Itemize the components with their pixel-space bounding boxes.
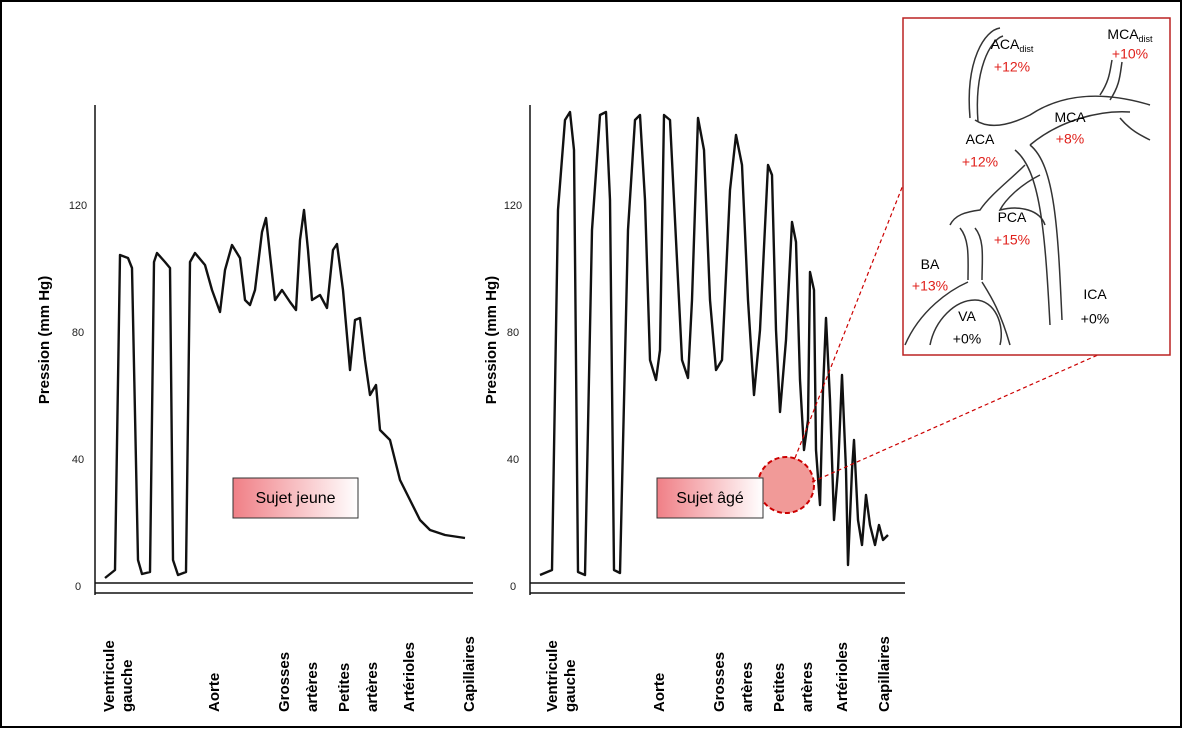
y-tick-label: 120 bbox=[504, 200, 522, 212]
pressure-trace bbox=[104, 208, 466, 579]
vessel-name: ICA bbox=[1083, 286, 1107, 302]
vessel-name: VA bbox=[958, 308, 976, 324]
category-label: artères bbox=[364, 662, 381, 712]
category-label: Aorte bbox=[206, 673, 223, 712]
category-label: Capillaires bbox=[876, 636, 893, 712]
vessel-name-text: ACA bbox=[991, 36, 1020, 52]
vessel-change: +0% bbox=[953, 331, 981, 347]
pressure-trace bbox=[539, 110, 889, 577]
y-tick-label: 0 bbox=[75, 581, 81, 593]
category-label: Artérioles bbox=[401, 642, 418, 712]
highlight-circle bbox=[757, 456, 815, 514]
category-label: Petites bbox=[336, 663, 353, 712]
category-label: Ventricule bbox=[101, 640, 118, 712]
subject-label: Sujet jeune bbox=[255, 490, 335, 507]
category-label: gauche bbox=[562, 659, 579, 712]
vessel-change: +0% bbox=[1081, 311, 1109, 327]
vessel-name: MCAdist bbox=[1107, 26, 1153, 45]
y-tick-label: 0 bbox=[510, 581, 516, 593]
subject-box bbox=[656, 477, 764, 519]
y-tick-label: 40 bbox=[507, 454, 519, 466]
vessel-name: ACAdist bbox=[991, 36, 1034, 55]
left-axes bbox=[94, 105, 473, 595]
subject-box bbox=[232, 477, 359, 519]
vessel-change: +15% bbox=[994, 232, 1030, 248]
vessel-name-text: BA bbox=[921, 256, 940, 272]
category-label: Capillaires bbox=[461, 636, 478, 712]
category-label: Grosses bbox=[711, 652, 728, 712]
vessel-name: ACA bbox=[966, 131, 995, 147]
vessel-change: +13% bbox=[912, 278, 948, 294]
category-label: Petites bbox=[771, 663, 788, 712]
vessel-change: +12% bbox=[962, 154, 998, 170]
vessel-change: +8% bbox=[1056, 131, 1084, 147]
vessel-drawing bbox=[904, 27, 1151, 346]
y-tick-label: 120 bbox=[69, 200, 87, 212]
right-axes bbox=[529, 105, 905, 595]
category-label: Grosses bbox=[276, 652, 293, 712]
category-label: Artérioles bbox=[834, 642, 851, 712]
connector bbox=[811, 353, 1101, 483]
y-axis-label: Pression (mm Hg) bbox=[483, 276, 500, 404]
vessel-name-text: MCA bbox=[1107, 26, 1139, 42]
vessel-change: +12% bbox=[994, 59, 1030, 75]
vessel-subscript: dist bbox=[1139, 34, 1154, 44]
inset-box bbox=[902, 17, 1171, 356]
vessel-name-text: ICA bbox=[1083, 286, 1107, 302]
vessel-subscript: dist bbox=[1019, 44, 1034, 54]
y-tick-label: 40 bbox=[72, 454, 84, 466]
vessel-name-text: ACA bbox=[966, 131, 995, 147]
category-label: Ventricule bbox=[544, 640, 561, 712]
category-label: artères bbox=[304, 662, 321, 712]
y-axis-label: Pression (mm Hg) bbox=[36, 276, 53, 404]
category-label: Aorte bbox=[651, 673, 668, 712]
category-label: gauche bbox=[119, 659, 136, 712]
vessel-name: MCA bbox=[1054, 109, 1086, 125]
vessel-name: PCA bbox=[998, 209, 1027, 225]
vessel-name-text: PCA bbox=[998, 209, 1027, 225]
y-tick-label: 80 bbox=[72, 327, 84, 339]
vessel-name-text: VA bbox=[958, 308, 976, 324]
subject-label: Sujet âgé bbox=[676, 490, 744, 507]
vessel-name: BA bbox=[921, 256, 940, 272]
vessel-change: +10% bbox=[1112, 46, 1148, 62]
y-tick-label: 80 bbox=[507, 327, 519, 339]
category-label: artères bbox=[799, 662, 816, 712]
category-label: artères bbox=[739, 662, 756, 712]
vessel-name-text: MCA bbox=[1054, 109, 1086, 125]
